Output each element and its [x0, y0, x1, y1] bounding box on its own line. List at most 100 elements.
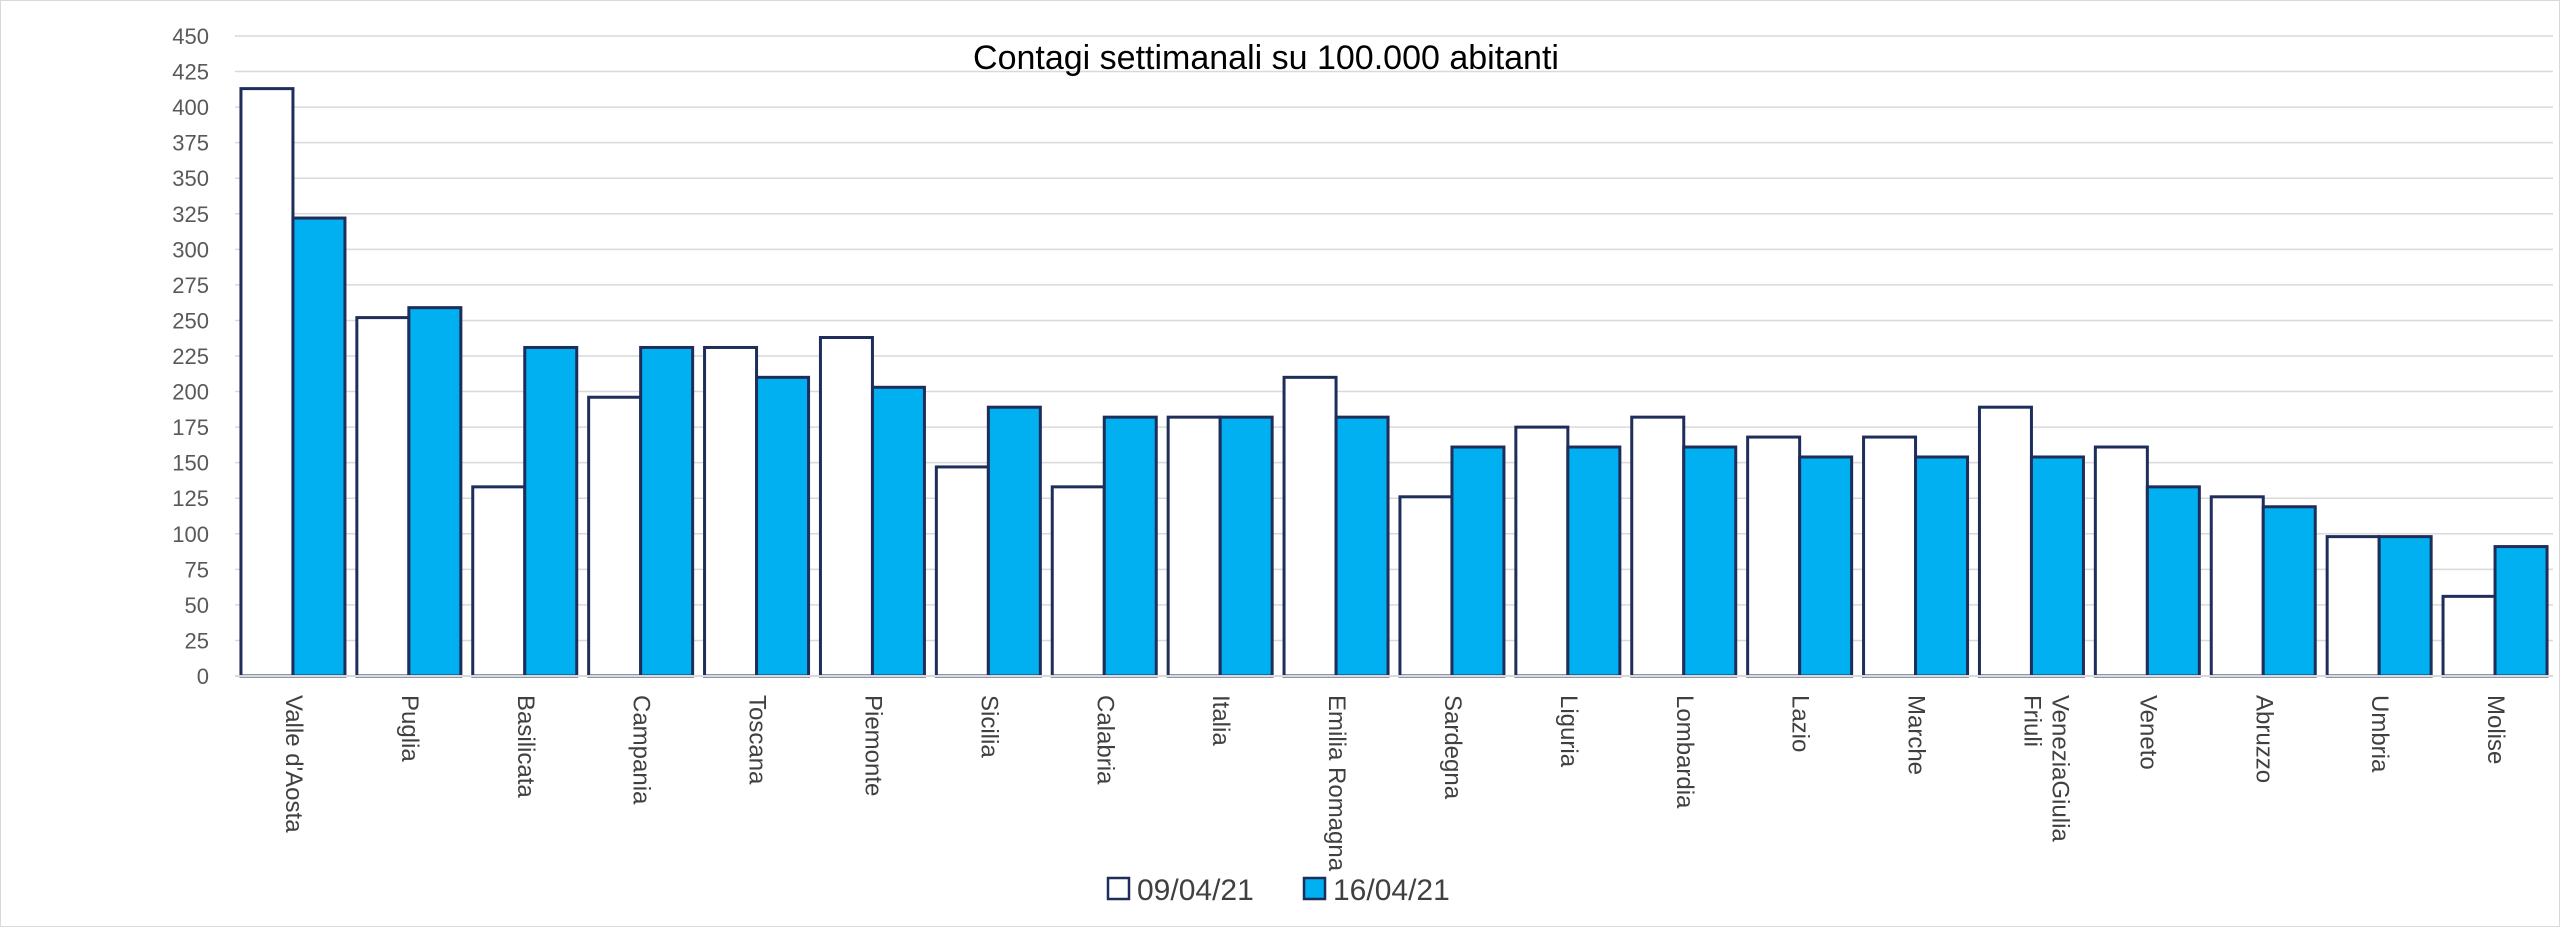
y-axis-ticks: 0 25 50 75 100 125 150 175 200 225 250 275 300 325 350…	[172, 24, 209, 689]
bar-calabria-09-04-21	[1050, 485, 1106, 678]
x-tick-label-line: Campania	[628, 695, 655, 805]
y-tick-label-25: 25	[185, 628, 209, 653]
x-tick-label-line: Italia	[1207, 695, 1234, 746]
legend: 09/04/21 16/04/21	[1106, 874, 1450, 907]
y-tick-label-75: 75	[185, 557, 209, 582]
x-tick-label-valle-d-aosta: Valle d'Aosta	[280, 695, 307, 833]
x-tick-label-line: Sardegna	[1439, 695, 1466, 800]
legend-swatch-09-04-21	[1106, 876, 1131, 901]
bar-sicilia-16-04-21	[986, 405, 1042, 678]
x-tick-label-marche: Marche	[1903, 695, 1930, 775]
x-tick-label-line: Friuli	[2018, 695, 2045, 747]
bar-veneto-09-04-21	[2093, 445, 2149, 678]
bar-molise-09-04-21	[2441, 594, 2497, 678]
bar-puglia-16-04-21	[407, 306, 463, 678]
bar-lazio-09-04-21	[1746, 435, 1802, 678]
y-tick-label-150: 150	[172, 451, 209, 476]
bar-piemonte-09-04-21	[818, 336, 874, 678]
y-tick-label-0: 0	[197, 664, 209, 689]
bar-lombardia-16-04-21	[1682, 445, 1738, 678]
bar-molise-16-04-21	[2493, 545, 2549, 678]
bar-italia-09-04-21	[1166, 415, 1222, 678]
y-tick-label-175: 175	[172, 415, 209, 440]
gridlines	[235, 35, 2553, 642]
x-tick-label-veneto: Veneto	[2134, 695, 2161, 770]
x-tick-label-line: Umbria	[2366, 695, 2393, 773]
bar-emilia-romagna-16-04-21	[1334, 415, 1390, 678]
bar-sicilia-09-04-21	[934, 465, 990, 678]
bar-lazio-16-04-21	[1798, 455, 1854, 678]
y-tick-label-425: 425	[172, 60, 209, 85]
bar-basilicata-09-04-21	[471, 485, 527, 678]
y-tick-label-250: 250	[172, 308, 209, 333]
x-tick-label-emilia-romagna: Emilia Romagna	[1323, 695, 1350, 872]
bar-calabria-16-04-21	[1102, 415, 1158, 678]
bar-campania-16-04-21	[639, 345, 695, 678]
x-tick-label-sardegna: Sardegna	[1439, 695, 1466, 800]
bar-marche-09-04-21	[1862, 435, 1918, 678]
x-tick-label-line: Abruzzo	[2250, 695, 2277, 783]
bar-veneto-16-04-21	[2145, 485, 2201, 678]
legend-label-09-04-21: 09/04/21	[1137, 874, 1254, 907]
x-tick-label-italia: Italia	[1207, 695, 1234, 746]
y-tick-label-325: 325	[172, 202, 209, 227]
x-tick-label-lombardia: Lombardia	[1671, 695, 1698, 809]
bar-toscana-09-04-21	[703, 345, 759, 678]
x-tick-label-line: Lombardia	[1671, 695, 1698, 809]
bar-valle-d-aosta-09-04-21	[239, 87, 295, 678]
bar-valle-d-aosta-16-04-21	[291, 216, 347, 678]
bar-basilicata-16-04-21	[523, 345, 579, 678]
bar-italia-16-04-21	[1218, 415, 1274, 678]
y-tick-label-200: 200	[172, 380, 209, 405]
bar-puglia-09-04-21	[355, 316, 411, 678]
y-tick-label-225: 225	[172, 344, 209, 369]
x-tick-label-line: Emilia Romagna	[1323, 695, 1350, 872]
bar-piemonte-16-04-21	[870, 385, 926, 678]
x-tick-label-line: Piemonte	[859, 695, 886, 796]
x-tick-label-calabria: Calabria	[1091, 695, 1118, 785]
x-tick-label-line: Liguria	[1555, 695, 1582, 768]
x-tick-label-line: Calabria	[1091, 695, 1118, 785]
bar-umbria-09-04-21	[2325, 535, 2381, 678]
bar-emilia-romagna-09-04-21	[1282, 375, 1338, 678]
x-tick-label-sicilia: Sicilia	[975, 695, 1002, 758]
x-tick-label-piemonte: Piemonte	[859, 695, 886, 796]
bar-liguria-16-04-21	[1566, 445, 1622, 678]
x-tick-label-line: Molise	[2482, 695, 2509, 764]
x-tick-label-line: Lazio	[1787, 695, 1814, 752]
x-tick-label-lazio: Lazio	[1787, 695, 1814, 752]
bar-abruzzo-16-04-21	[2261, 505, 2317, 678]
y-tick-label-300: 300	[172, 237, 209, 262]
bar-marche-16-04-21	[1914, 455, 1970, 678]
bars	[239, 87, 2549, 678]
legend-label-16-04-21: 16/04/21	[1333, 874, 1450, 907]
bar-umbria-16-04-21	[2377, 535, 2433, 678]
x-tick-label-abruzzo: Abruzzo	[2250, 695, 2277, 783]
bar-abruzzo-09-04-21	[2209, 495, 2265, 678]
bar-sardegna-16-04-21	[1450, 445, 1506, 678]
chart-title: Contagi settimanali su 100.000 abitanti	[973, 39, 1559, 77]
y-tick-label-275: 275	[172, 273, 209, 298]
x-tick-label-basilicata: Basilicata	[512, 695, 539, 798]
y-tick-label-100: 100	[172, 522, 209, 547]
y-tick-label-50: 50	[185, 593, 209, 618]
bar-sardegna-09-04-21	[1398, 495, 1454, 678]
y-tick-label-450: 450	[172, 24, 209, 49]
y-tick-label-125: 125	[172, 486, 209, 511]
y-tick-label-400: 400	[172, 95, 209, 120]
x-tick-label-campania: Campania	[628, 695, 655, 805]
x-tick-label-puglia: Puglia	[396, 695, 423, 762]
x-tick-label-toscana: Toscana	[744, 695, 771, 785]
bar-campania-09-04-21	[587, 395, 643, 678]
x-tick-label-line: Veneto	[2134, 695, 2161, 770]
bar-toscana-16-04-21	[755, 375, 811, 678]
x-tick-label-line: Sicilia	[975, 695, 1002, 758]
x-tick-label-line: Marche	[1903, 695, 1930, 775]
y-tick-label-375: 375	[172, 131, 209, 156]
legend-swatch-16-04-21	[1302, 876, 1327, 901]
x-tick-label-line: VeneziaGiulia	[2046, 695, 2073, 842]
bar-friuli-veneziagiulia-09-04-21	[1977, 405, 2033, 678]
x-tick-label-line: Toscana	[744, 695, 771, 785]
x-tick-label-friuli-veneziagiulia: FriuliVeneziaGiulia	[2018, 695, 2073, 842]
